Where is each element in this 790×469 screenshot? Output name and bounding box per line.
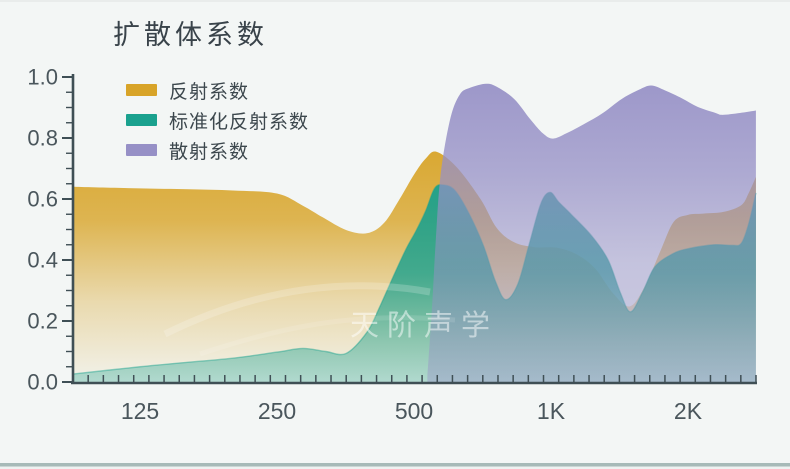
legend-item-reflection: 反射系数 [126, 75, 309, 105]
bottom-divider [0, 463, 790, 469]
legend-label: 反射系数 [169, 81, 250, 103]
scattering-swatch-icon [126, 144, 157, 156]
x-tick-label: 1K [537, 398, 566, 424]
y-tick-label: 0.2 [27, 309, 58, 334]
legend-item-scattering: 散射系数 [126, 135, 309, 165]
axis-labels: 0.0 0.2 0.4 0.6 0.8 1.0 125 250 500 1K 2K [27, 65, 702, 425]
reflection-swatch-icon [126, 84, 157, 96]
chart-areas [72, 83, 757, 382]
x-tick-label: 500 [395, 398, 433, 424]
y-tick-label: 0.4 [27, 248, 58, 273]
watermark-text: 天阶声学 [350, 309, 498, 342]
y-tick-label: 0.6 [27, 187, 58, 212]
watermark: 天阶声学 [163, 282, 498, 357]
watermark-swoosh-icon [163, 282, 431, 338]
x-tick-label: 125 [121, 398, 159, 424]
x-tick-label: 2K [674, 398, 703, 424]
y-tick-label: 0.8 [27, 126, 58, 151]
axes [62, 74, 757, 385]
legend: 反射系数 标准化反射系数 散射系数 [126, 75, 309, 165]
y-tick-label: 1.0 [27, 65, 58, 90]
legend-label: 标准化反射系数 [169, 111, 310, 133]
chart-title: 扩散体系数 [113, 20, 268, 50]
legend-label: 散射系数 [169, 141, 250, 163]
normalized-reflection-swatch-icon [126, 114, 157, 126]
area-series-2 [427, 83, 756, 382]
legend-item-normalized-reflection: 标准化反射系数 [126, 105, 309, 135]
x-tick-label: 250 [258, 398, 296, 424]
y-tick-label: 0.0 [27, 370, 58, 395]
